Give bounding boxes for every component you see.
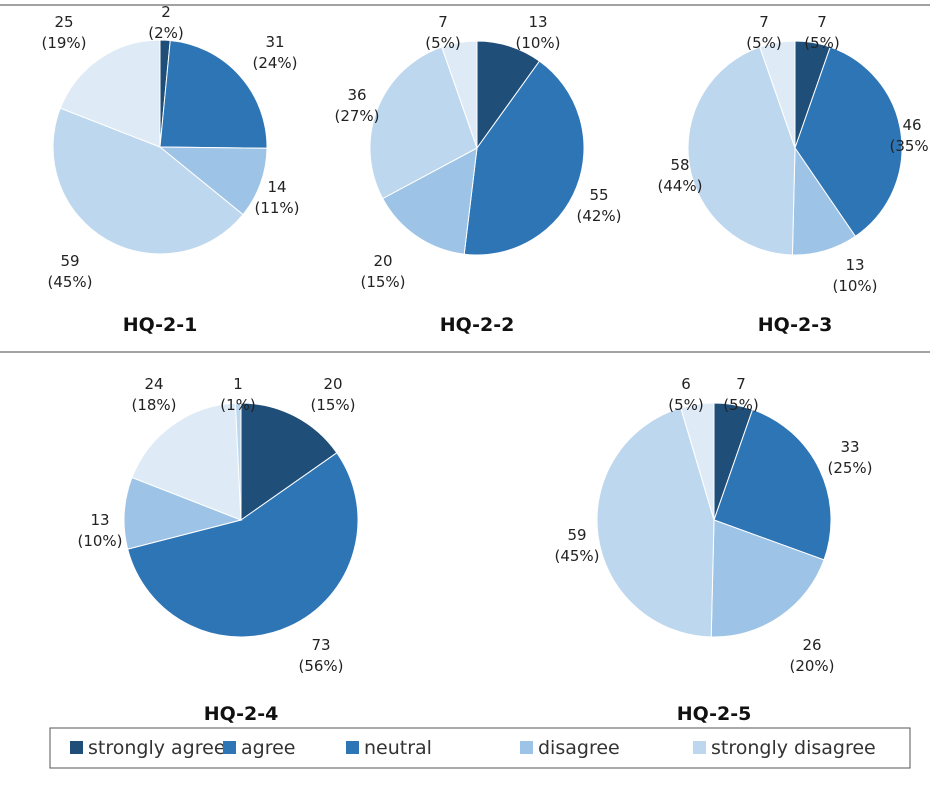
pie-chart-5: 7 (5%) 33 (25%) 26 (20%) 59 (45%) 6 (5%) HQ-2-5: [554, 375, 872, 725]
pie-2-value-label: 36: [347, 86, 366, 104]
pie-1-value-label: 25: [54, 13, 73, 31]
pie-3-value-label: 13: [845, 256, 864, 274]
pie-3-value-label: 7: [817, 13, 827, 31]
pie-5-value-label: 6: [681, 375, 691, 393]
pie-2-percent-label: (42%): [576, 207, 621, 225]
pie-1-value-label: 31: [265, 33, 284, 51]
legend-item-disagree: disagree: [520, 737, 620, 759]
pie-4-value-label: 20: [323, 375, 342, 393]
pie-2-slice-agree: [463, 60, 585, 256]
pie-4-slice-neutral: [131, 402, 242, 521]
pie-2-percent-label: (27%): [334, 107, 379, 125]
pie-5-value-label: 7: [736, 375, 746, 393]
pie-3-value-label: 58: [670, 156, 689, 174]
pie-1-percent-label: (24%): [252, 54, 297, 72]
pie-1-title: HQ-2-1: [123, 314, 198, 336]
pie-4-slice-strongly-disagree: [234, 402, 242, 521]
pie-chart-1: 2 (2%) 31 (24%) 14 (11%) 59 (45%) 25 (19%) HQ-2-1: [41, 3, 299, 336]
pie-4-percent-label: (10%): [77, 532, 122, 550]
legend-item-strongly-agree: strongly agree: [70, 737, 226, 759]
pie-3-slice-agree: [794, 46, 903, 238]
pie-2-slice-strongly-disagree: [441, 40, 478, 149]
pie-2-percent-label: (5%): [425, 34, 461, 52]
pie-1-percent-label: (2%): [148, 24, 184, 42]
legend-label: strongly disagree: [711, 737, 876, 759]
pie-5-value-label: 33: [840, 438, 859, 456]
pie-2-value-label: 7: [438, 13, 448, 31]
pie-3-slice-neutral: [687, 46, 796, 256]
pie-1-value-label: 2: [161, 3, 171, 21]
pie-5-title: HQ-2-5: [677, 703, 752, 725]
pie-1-slice-disagree: [158, 146, 268, 216]
legend-swatch: [693, 741, 706, 754]
pie-4-percent-label: (56%): [298, 657, 343, 675]
pie-5-percent-label: (20%): [789, 657, 834, 675]
legend-label: neutral: [364, 737, 432, 759]
pie-1-slice-strongly-disagree: [59, 39, 161, 148]
pie-3-percent-label: (35%): [889, 137, 930, 155]
pie-4-percent-label: (1%): [220, 396, 256, 414]
pie-2-value-label: 55: [589, 186, 608, 204]
pie-4-title: HQ-2-4: [204, 703, 279, 725]
legend-label: strongly agree: [88, 737, 226, 759]
legend-box: [49, 727, 911, 769]
pie-2-slice-neutral: [369, 46, 478, 200]
pie-1-value-label: 14: [267, 178, 286, 196]
pie-2-percent-label: (15%): [360, 273, 405, 291]
pie-4-value-label: 1: [233, 375, 243, 393]
pie-4-value-label: 13: [90, 511, 109, 529]
pie-charts: 2 (2%) 31 (24%) 14 (11%) 59 (45%) 25 (19%) HQ-2-1 1…: [41, 3, 930, 725]
pie-5-slice-strongly-disagree: [680, 402, 715, 521]
pie-1-value-label: 59: [60, 252, 79, 270]
pie-5-percent-label: (5%): [668, 396, 704, 414]
pie-2-title: HQ-2-2: [440, 314, 515, 336]
pie-4-slice-agree: [127, 452, 359, 638]
pie-3-percent-label: (10%): [832, 277, 877, 295]
pie-4-slice-disagree: [123, 476, 243, 550]
pie-2-value-label: 20: [373, 252, 392, 270]
pie-1-slice-neutral: [52, 107, 244, 255]
pie-4-value-label: 73: [311, 636, 330, 654]
pie-5-percent-label: (5%): [723, 396, 759, 414]
pie-1-slice-agree: [159, 39, 268, 149]
pie-3-value-label: 7: [759, 13, 769, 31]
pie-4-percent-label: (15%): [310, 396, 355, 414]
legend-swatch: [520, 741, 533, 754]
pie-1-percent-label: (45%): [47, 273, 92, 291]
pie-3-value-label: 46: [902, 116, 921, 134]
pie-chart-3: 7 (5%) 46 (35%) 13 (10%) 58 (44%) 7 (5%) HQ-2-3: [657, 13, 930, 336]
pie-5-value-label: 26: [802, 636, 821, 654]
legend-swatch: [346, 741, 359, 754]
pie-4-percent-label: (18%): [131, 396, 176, 414]
pie-4-slice-strongly-agree: [240, 402, 338, 521]
legend-label: disagree: [538, 737, 620, 759]
pie-5-slice-disagree: [710, 519, 825, 638]
pie-chart-4: 20 (15%) 73 (56%) 13 (10%) 24 (18%) 1 (1%) HQ-2-4: [77, 375, 359, 725]
pie-1-percent-label: (11%): [254, 199, 299, 217]
pie-2-slice-disagree: [381, 147, 478, 255]
pie-4-value-label: 24: [144, 375, 163, 393]
legend-swatch: [223, 741, 236, 754]
pie-3-percent-label: (5%): [804, 34, 840, 52]
pie-1-percent-label: (19%): [41, 34, 86, 52]
pie-5-percent-label: (25%): [827, 459, 872, 477]
pie-chart-2: 13 (10%) 55 (42%) 20 (15%) 36 (27%) 7 (5%) HQ-2-2: [334, 13, 621, 336]
legend-item-strongly-disagree: strongly disagree: [693, 737, 876, 759]
legend-item-neutral: neutral: [346, 737, 432, 759]
legend-swatch: [70, 741, 83, 754]
pie-2-percent-label: (10%): [515, 34, 560, 52]
pie-3-title: HQ-2-3: [758, 314, 833, 336]
pie-2-value-label: 13: [528, 13, 547, 31]
pie-5-slice-agree: [713, 408, 832, 561]
legend: strongly agree agree neutral disagree strong…: [49, 727, 911, 769]
pie-5-slice-neutral: [596, 407, 715, 638]
pie-3-percent-label: (5%): [746, 34, 782, 52]
legend-label: agree: [241, 737, 295, 759]
legend-item-agree: agree: [223, 737, 295, 759]
pie-5-percent-label: (45%): [554, 547, 599, 565]
pie-3-slice-strongly-disagree: [759, 40, 796, 149]
pie-3-percent-label: (44%): [657, 177, 702, 195]
pie-5-value-label: 59: [567, 526, 586, 544]
